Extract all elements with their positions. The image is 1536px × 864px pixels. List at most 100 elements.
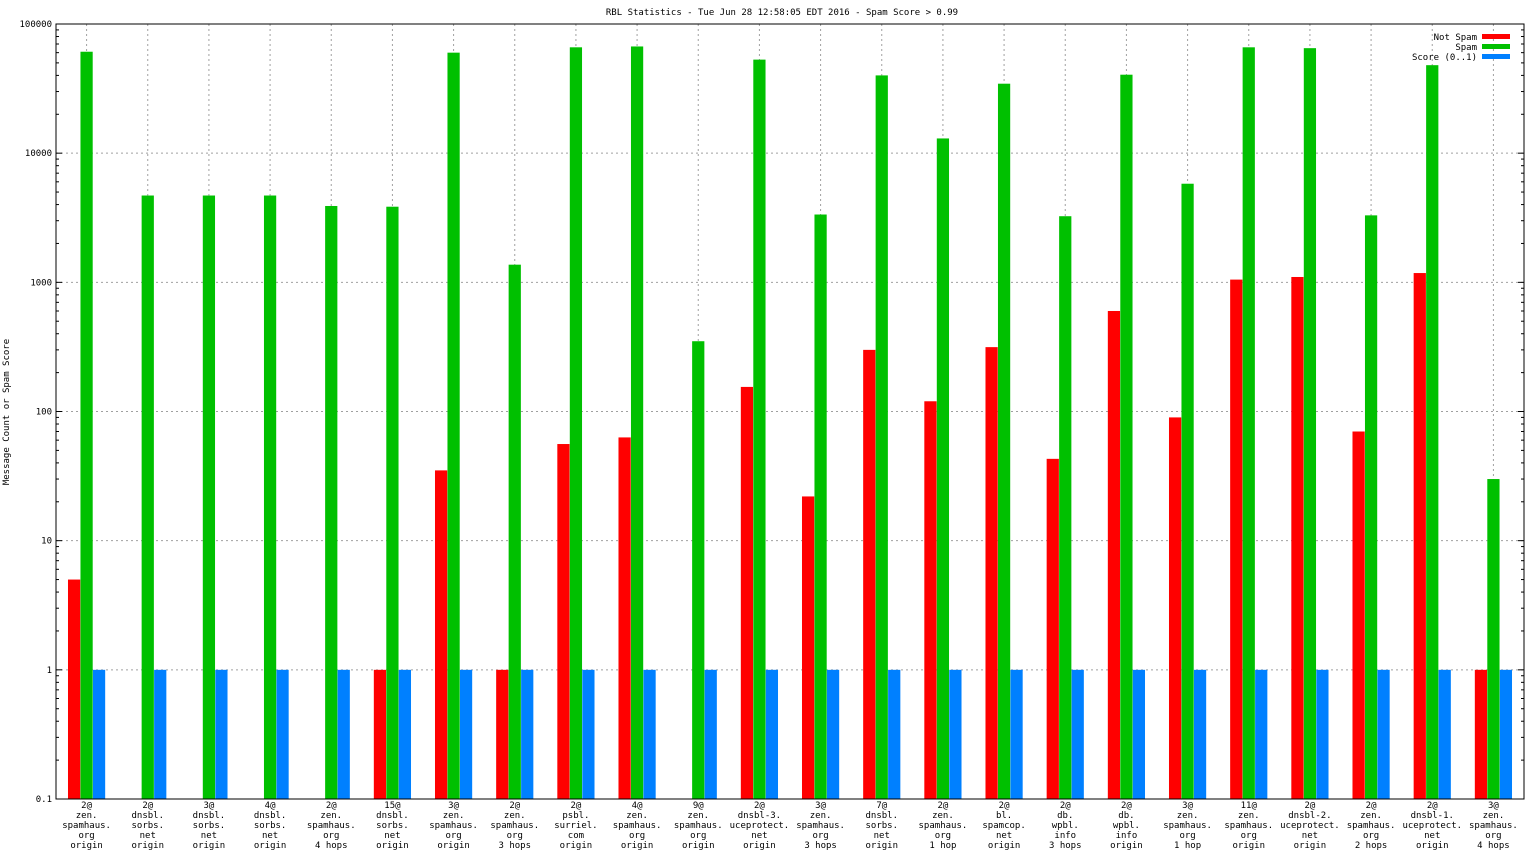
bar-spam [630, 46, 644, 800]
legend-swatch [1482, 44, 1510, 49]
bar-not-spam [1352, 431, 1365, 799]
bar-not-spam [985, 347, 998, 799]
x-tick-label-line: origin [743, 841, 776, 851]
x-tick-label: 3@ zen. spamhaus. org 3 hops [796, 801, 845, 851]
x-tick-label: 2@ db. wpbl. info 3 hops [1049, 801, 1082, 851]
bar-spam [753, 59, 766, 799]
plot-frame [55, 23, 1525, 800]
bar-score-0-1 [1377, 669, 1390, 799]
bar-spam [141, 195, 154, 799]
bar-not-spam [496, 669, 509, 799]
bar-score-0-1 [1193, 669, 1207, 799]
x-tick-label-line: spamhaus. [1163, 821, 1212, 831]
x-tick-label-line: spamhaus. [490, 821, 539, 831]
x-tick-label-line: 2@ [1366, 801, 1377, 811]
bar-not-spam [1230, 279, 1243, 799]
x-tick-label: 2@ db. wpbl. info origin [1110, 801, 1143, 851]
x-tick-label-line: 3@ [448, 801, 459, 811]
x-tick-label-line: 3 hops [804, 841, 837, 851]
x-tick-label: 2@ zen. spamhaus. org 2 hops [1347, 801, 1396, 851]
y-tick-label: 10 [41, 537, 52, 547]
x-tick-label-line: 4@ [632, 801, 643, 811]
legend-swatch [1482, 54, 1510, 59]
x-tick-label-line: net [262, 831, 278, 841]
x-tick-label-line: origin [621, 841, 654, 851]
x-tick-label-line: dnsbl. [376, 811, 409, 821]
bar-not-spam [863, 349, 876, 799]
x-tick-label-line: 4 hops [315, 841, 348, 851]
x-tick-label-line: origin [682, 841, 715, 851]
x-tick-label-line: zen. [1177, 811, 1199, 821]
bar-score-0-1 [826, 669, 840, 799]
x-tick-label-line: 3@ [1488, 801, 1499, 811]
x-tick-label-line: zen. [504, 811, 526, 821]
x-tick-label: 2@ dnsbl-2. uceprotect. net origin [1280, 801, 1340, 851]
x-tick-label-line: spamhaus. [674, 821, 723, 831]
x-tick-label-line: spamhaus. [62, 821, 111, 831]
x-tick-label-line: bl. [996, 811, 1012, 821]
bar-score-0-1 [704, 669, 717, 799]
x-tick-label-line: dnsbl. [254, 811, 287, 821]
x-tick-label-line: spamcop. [982, 821, 1025, 831]
x-tick-label-line: 2@ [1427, 801, 1438, 811]
x-tick-label-line: sorbs. [193, 821, 226, 831]
x-tick-label-line: origin [560, 841, 593, 851]
x-tick-label-line: net [1302, 831, 1318, 841]
bar-score-0-1 [582, 669, 595, 799]
legend-label: Score (0..1) [1412, 53, 1477, 63]
x-tick-label: 2@ bl. spamcop. net origin [982, 801, 1025, 851]
x-tick-label-line: sorbs. [865, 821, 898, 831]
x-tick-label-line: 2@ [937, 801, 948, 811]
legend-swatch [1482, 34, 1510, 39]
x-tick-label-line: 4@ [265, 801, 276, 811]
x-tick-label-line: spamhaus. [307, 821, 356, 831]
x-tick-label-line: wpbl. [1052, 821, 1079, 831]
y-tick-label: 10000 [25, 149, 52, 159]
x-tick-label-line: origin [70, 841, 103, 851]
x-tick-label-line: org [1363, 831, 1379, 841]
x-tick-label-line: wpbl. [1113, 821, 1140, 831]
x-tick-label-line: 7@ [876, 801, 887, 811]
x-tick-label-line: org [629, 831, 645, 841]
x-tick-label-line: 3 hops [498, 841, 531, 851]
x-tick-label-line: sorbs. [254, 821, 287, 831]
x-tick-label-line: zen. [687, 811, 709, 821]
bar-spam [1242, 47, 1255, 800]
x-tick-label-line: org [507, 831, 523, 841]
x-tick-label-line: 2@ [509, 801, 520, 811]
x-tick-label-line: net [751, 831, 767, 841]
x-tick-label-line: net [996, 831, 1012, 841]
x-tick-label-line: spamhaus. [429, 821, 478, 831]
bar-not-spam [1291, 276, 1304, 799]
bar-spam [1181, 183, 1194, 799]
x-tick-label-line: 1 hop [929, 841, 956, 851]
x-tick-label-line: spamhaus. [1347, 821, 1396, 831]
x-tick-label-line: sorbs. [376, 821, 409, 831]
bar-spam [814, 214, 827, 800]
bar-spam [1364, 215, 1378, 799]
legend-label: Not Spam [1434, 33, 1477, 43]
y-tick-label: 1 [47, 666, 52, 676]
x-tick-label-line: zen. [932, 811, 954, 821]
x-tick-label-line: spamhaus. [919, 821, 968, 831]
x-tick-label-line: org [323, 831, 339, 841]
bar-score-0-1 [888, 669, 901, 799]
x-tick-label-line: 1 hop [1174, 841, 1201, 851]
x-tick-label: 2@ zen. spamhaus. org 1 hop [919, 801, 968, 851]
x-tick-label-line: 3@ [1182, 801, 1193, 811]
bar-not-spam [1168, 417, 1182, 799]
y-axis-label: Message Count or Spam Score [2, 339, 12, 485]
bar-score-0-1 [643, 669, 656, 799]
y-tick-labels: 0.1 1 10 100 1000 10000 100000 [19, 20, 52, 805]
x-tick-label-line: origin [865, 841, 898, 851]
x-tick-label: 9@ zen. spamhaus. org origin [674, 801, 723, 851]
x-tick-label-line: zen. [626, 811, 648, 821]
x-tick-label-line: info [1116, 831, 1138, 841]
x-tick-label-line: org [445, 831, 461, 841]
x-tick-label-line: dnsbl. [865, 811, 898, 821]
x-tick-label-line: dnsbl-2. [1288, 811, 1331, 821]
bar-score-0-1 [398, 669, 412, 799]
